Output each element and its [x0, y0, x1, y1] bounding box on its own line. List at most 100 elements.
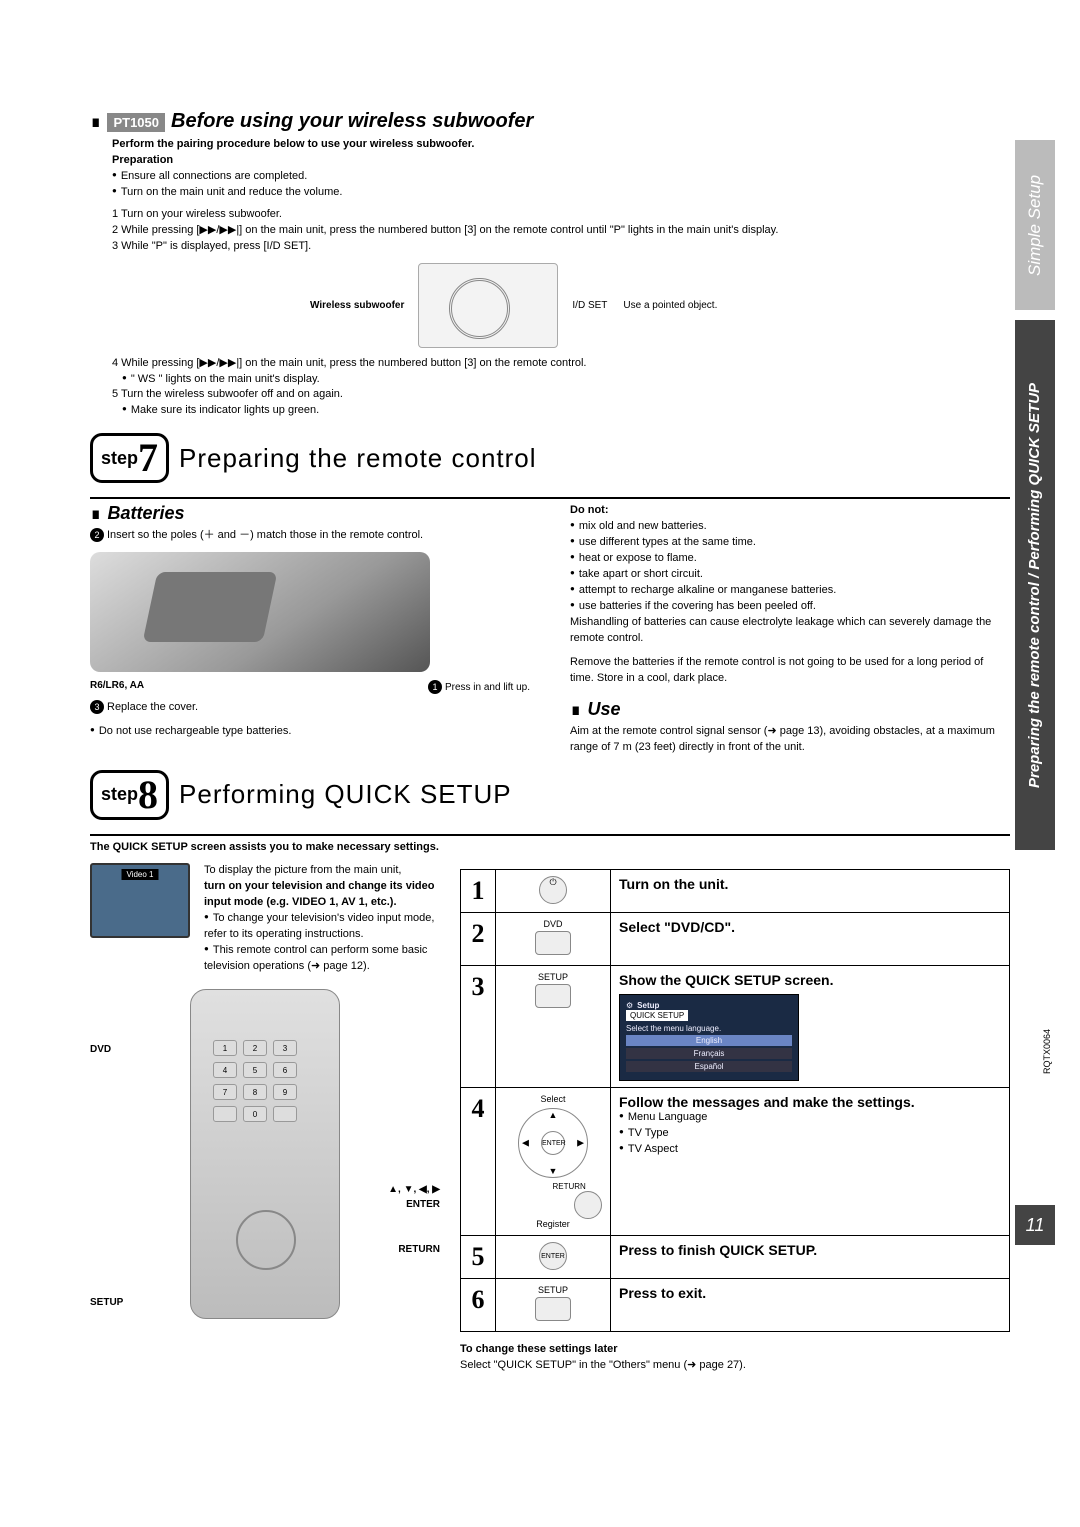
step-word-8: step [101, 784, 138, 805]
dvd-button-icon [535, 931, 571, 955]
donot-tail: Mishandling of batteries can cause elect… [570, 615, 1010, 647]
batteries-heading: ∎ Batteries [90, 503, 530, 524]
step7-heading: step 7 Preparing the remote control [90, 433, 1010, 483]
step-num-8: 8 [138, 775, 158, 815]
row-num: 6 [461, 1279, 496, 1332]
remote-diagram-full: 123 456 789 0 [190, 989, 340, 1319]
table-row: 1 ⏻ Turn on the unit. [461, 870, 1010, 913]
return-label: RETURN [552, 1182, 585, 1191]
use-text: Aim at the remote control signal sensor … [570, 724, 1010, 756]
subwoofer-intro: Perform the pairing procedure below to u… [112, 137, 1010, 153]
sub-step-2: 2 While pressing [▶▶/▶▶|] on the main un… [112, 223, 1010, 239]
display-line3: To change your television's video input … [204, 911, 440, 943]
row-desc: Press to finish QUICK SETUP. [611, 1236, 1010, 1279]
subwoofer-fig-label: Wireless subwoofer [310, 300, 404, 311]
use-title: Use [587, 699, 620, 720]
donot-2: use different types at the same time. [570, 535, 1010, 551]
no-recharge-note: Do not use rechargeable type batteries. [90, 724, 530, 740]
row-num: 1 [461, 870, 496, 913]
r4-b2: TV Type [619, 1126, 1001, 1142]
screen-sub: QUICK SETUP [626, 1010, 688, 1021]
row-num: 4 [461, 1088, 496, 1236]
sub-step-3: 3 While "P" is displayed, press [I/D SET… [112, 239, 1010, 255]
tv-thumbnail [90, 863, 190, 938]
dpad-icon: ▲ ▼ ◀ ▶ ENTER [518, 1108, 588, 1178]
idset-label: I/D SET [572, 300, 607, 311]
row-desc: Show the QUICK SETUP screen. [619, 972, 1001, 988]
label-dvd: DVD [90, 1044, 111, 1055]
quick-setup-table: 1 ⏻ Turn on the unit. 2 DVD Select "DVD/… [460, 869, 1010, 1332]
step8-intro: The QUICK SETUP screen assists you to ma… [90, 840, 1010, 856]
r4-b3: TV Aspect [619, 1142, 1001, 1158]
model-tag: PT1050 [107, 113, 165, 132]
return-icon [574, 1191, 602, 1219]
donot-3: heat or expose to flame. [570, 551, 1010, 567]
donot-5: attempt to recharge alkaline or manganes… [570, 583, 1010, 599]
table-row: 3 SETUP Show the QUICK SETUP screen. ⚙Se… [461, 966, 1010, 1088]
footer-head: To change these settings later [460, 1342, 1010, 1358]
page-number: 11 [1015, 1205, 1055, 1245]
footer-text: Select "QUICK SETUP" in the "Others" men… [460, 1358, 1010, 1374]
batt-anno-2: 2Insert so the poles (＋ and －) match tho… [90, 528, 530, 544]
step-word: step [101, 448, 138, 469]
row-desc: Press to exit. [611, 1279, 1010, 1332]
remote-battery-diagram [90, 552, 430, 672]
batt-anno-3: 3Replace the cover. [90, 700, 530, 716]
table-row: 6 SETUP Press to exit. [461, 1279, 1010, 1332]
sub-step-4: 4 While pressing [▶▶/▶▶|] on the main un… [112, 356, 1010, 372]
screen-opt-espanol: Español [626, 1061, 792, 1072]
donot-head: Do not: [570, 503, 1010, 519]
setup-label: SETUP [504, 972, 602, 982]
sub-step-4b: " WS " lights on the main unit's display… [122, 372, 1010, 388]
row-num: 2 [461, 913, 496, 966]
row-desc: Follow the messages and make the setting… [619, 1094, 1001, 1110]
step-num-7: 7 [138, 438, 158, 478]
doc-id: RQTX0064 [1042, 1029, 1052, 1074]
dvd-label: DVD [504, 919, 602, 929]
step8-title: Performing QUICK SETUP [179, 779, 512, 810]
table-row: 2 DVD Select "DVD/CD". [461, 913, 1010, 966]
donot-6: use batteries if the covering has been p… [570, 599, 1010, 615]
table-row: 4 Select ▲ ▼ ◀ ▶ ENTER RETURN [461, 1088, 1010, 1236]
prep-label: Preparation [112, 153, 1010, 169]
row-desc: Turn on the unit. [611, 870, 1010, 913]
donot-1: mix old and new batteries. [570, 519, 1010, 535]
subwoofer-heading: ∎ PT1050 Before using your wireless subw… [90, 110, 1010, 133]
remove-batt-note: Remove the batteries if the remote contr… [570, 655, 1010, 687]
batteries-title: Batteries [107, 503, 184, 524]
setup-button-icon-2 [535, 1297, 571, 1321]
power-icon: ⏻ [539, 876, 567, 904]
label-return: RETURN [398, 1244, 440, 1255]
batt-anno-1: 1Press in and lift up. [428, 680, 530, 694]
setup-button-icon [535, 984, 571, 1008]
step7-title: Preparing the remote control [179, 443, 537, 474]
sub-step-1: 1 Turn on your wireless subwoofer. [112, 207, 1010, 223]
display-line1: To display the picture from the main uni… [204, 863, 440, 879]
display-line4: This remote control can perform some bas… [204, 943, 440, 975]
screen-opt-english: English [626, 1035, 792, 1046]
pointed-object-tip: Use a pointed object. [623, 300, 717, 311]
r4-b1: Menu Language [619, 1110, 1001, 1126]
screen-msg: Select the menu language. [626, 1024, 792, 1033]
quick-setup-screen: ⚙Setup QUICK SETUP Select the menu langu… [619, 994, 799, 1081]
step8-heading: step 8 Performing QUICK SETUP [90, 770, 1010, 820]
sub-step-5: 5 Turn the wireless subwoofer off and on… [112, 387, 1010, 403]
prep-2: Turn on the main unit and reduce the vol… [112, 185, 1010, 201]
setup-label-2: SETUP [504, 1285, 602, 1295]
divider-2 [90, 834, 1010, 836]
table-row: 5 ENTER Press to finish QUICK SETUP. [461, 1236, 1010, 1279]
screen-opt-francais: Français [626, 1048, 792, 1059]
enter-icon: ENTER [539, 1242, 567, 1270]
subwoofer-title: Before using your wireless subwoofer [171, 110, 533, 133]
divider [90, 497, 1010, 499]
select-label: Select [504, 1094, 602, 1104]
label-setup: SETUP [90, 1297, 123, 1308]
side-tab-simple-setup: Simple Setup [1015, 140, 1055, 310]
battery-type: R6/LR6, AA [90, 680, 144, 694]
row-num: 3 [461, 966, 496, 1088]
label-enter: ENTER [406, 1199, 440, 1210]
register-label: Register [504, 1219, 602, 1229]
donot-4: take apart or short circuit. [570, 567, 1010, 583]
prep-1: Ensure all connections are completed. [112, 169, 1010, 185]
label-arrows: ▲, ▼, ◀, ▶ [388, 1184, 440, 1195]
